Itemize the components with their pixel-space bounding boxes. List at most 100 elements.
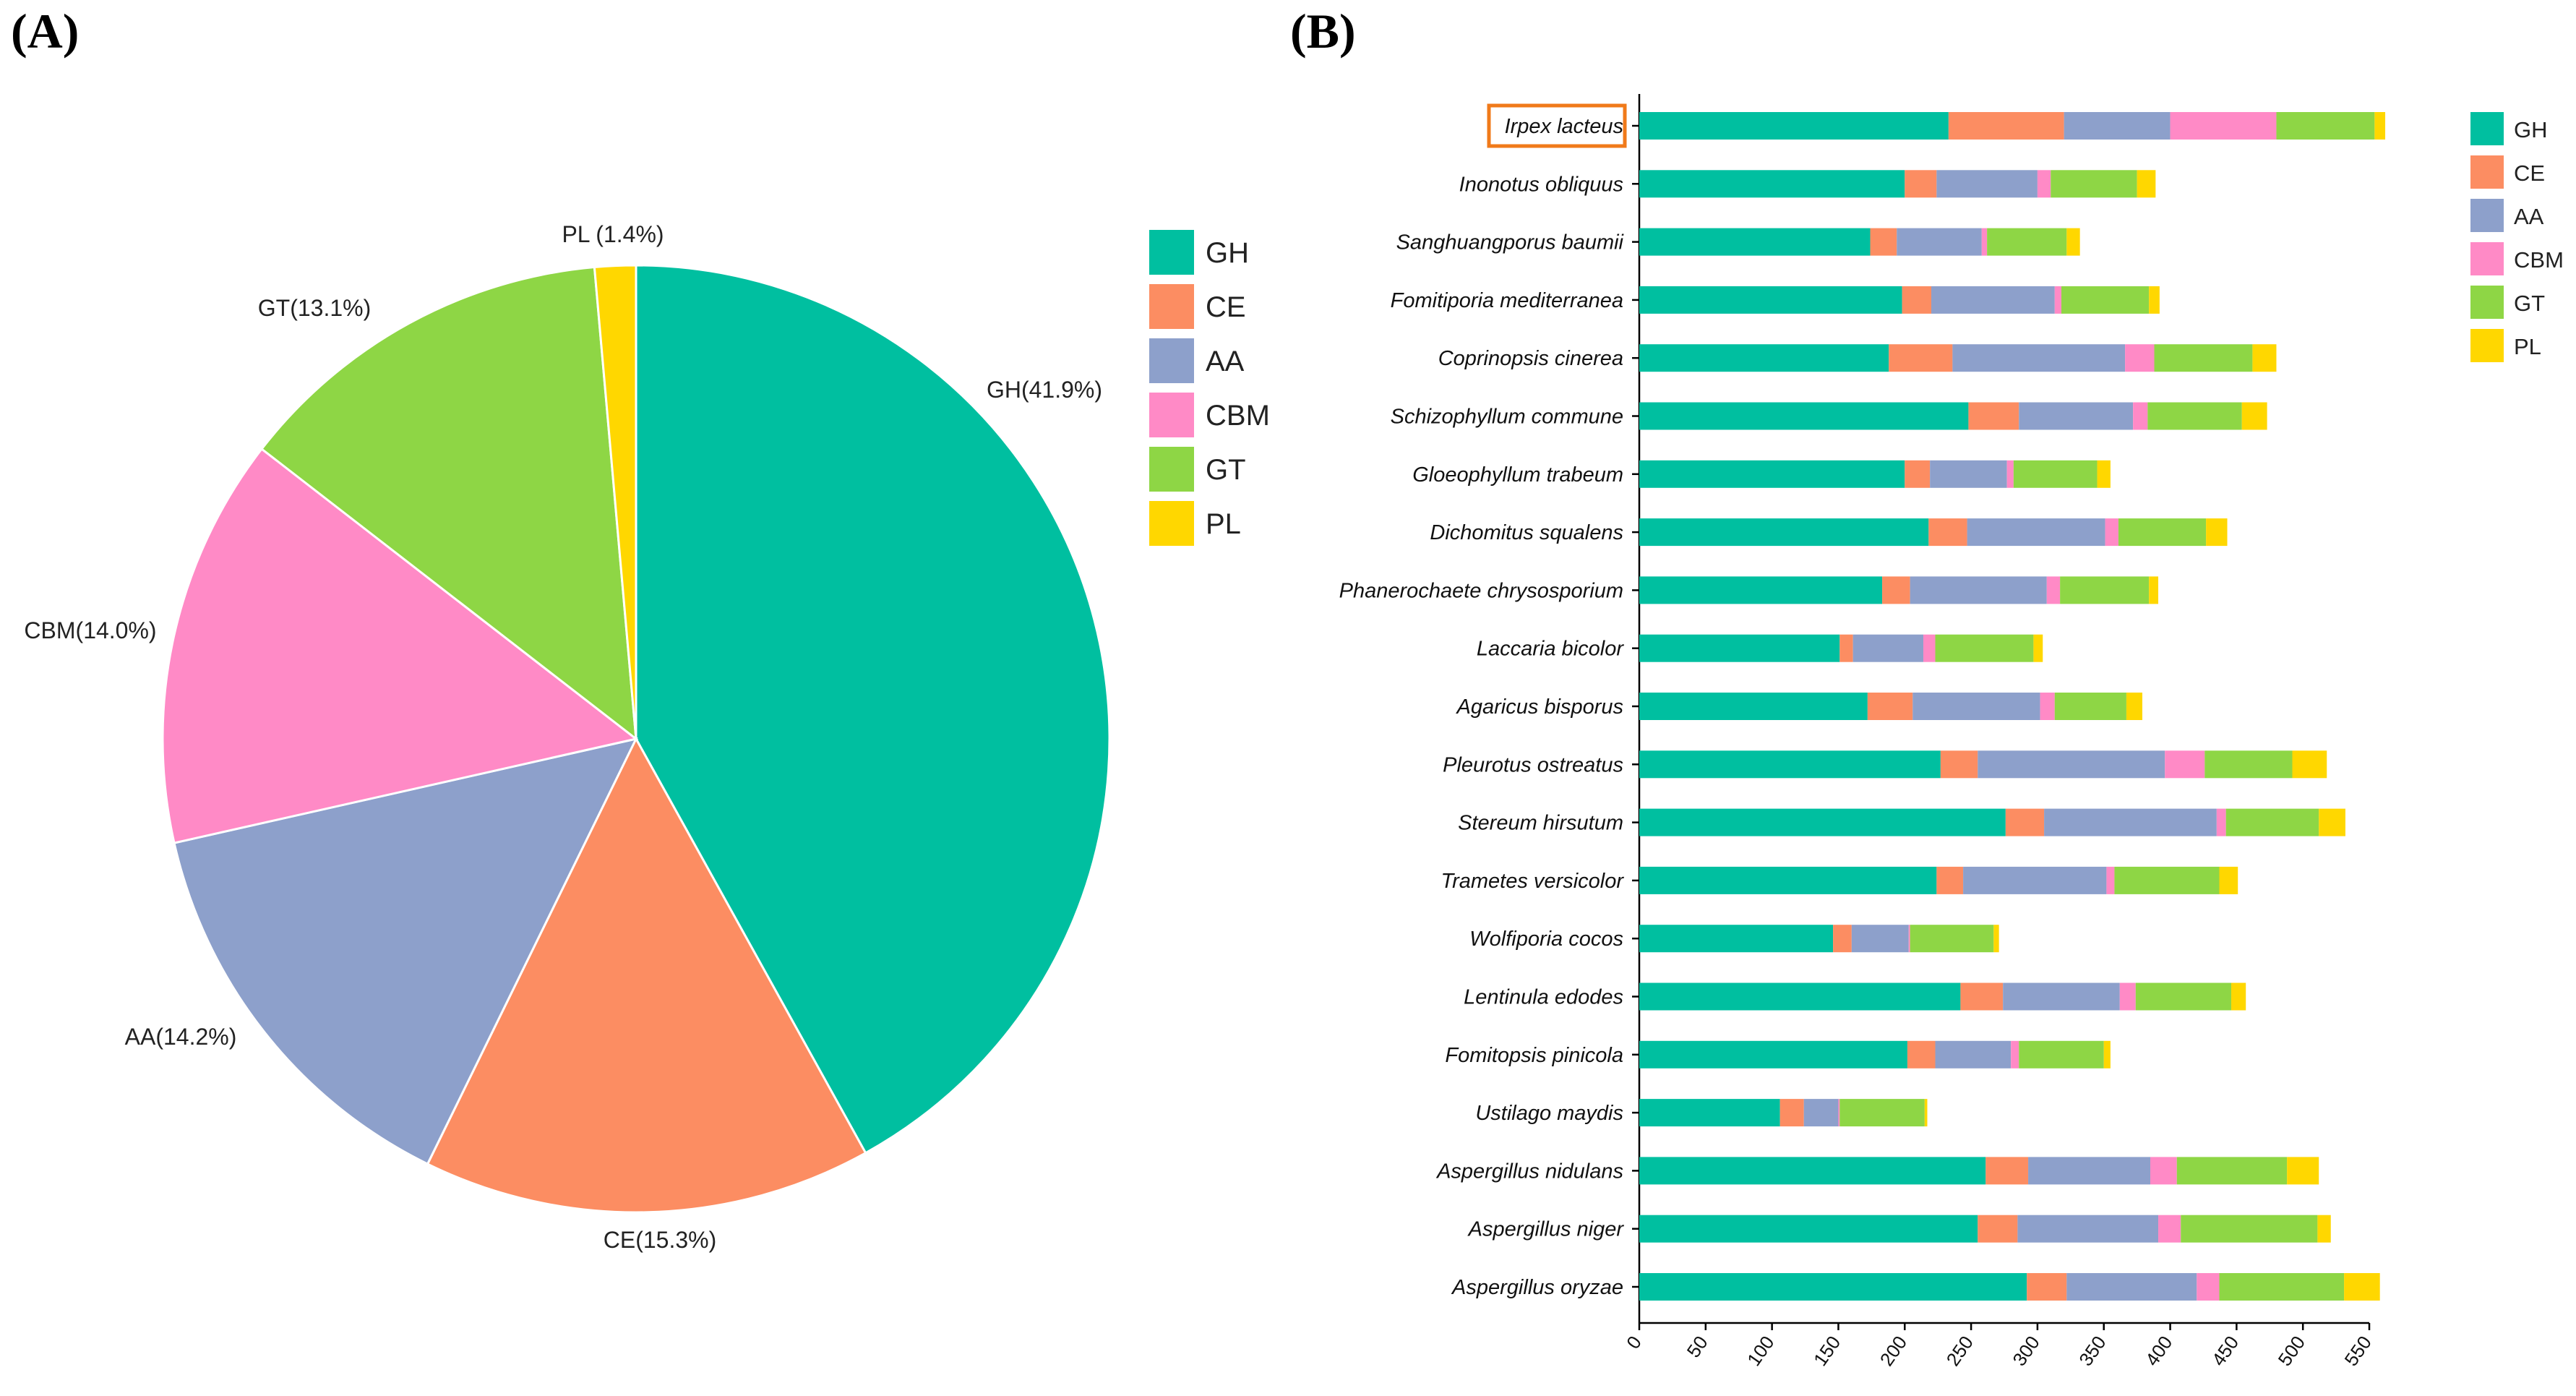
- bar-segment-trametes-versicolor-gh: [1639, 866, 1937, 894]
- bar-segment-aspergillus-oryzae-cbm: [2197, 1273, 2220, 1301]
- highlight-box-irpex-lacteus: [1487, 103, 1627, 148]
- bar-legend-label-cbm: CBM: [2514, 247, 2564, 273]
- bar-legend: GH CE AA CBM GT PL: [2470, 112, 2564, 362]
- pie-slice-gt: [259, 265, 637, 742]
- pie-legend-label-pl: PL: [1206, 508, 1241, 540]
- bar-legend-label-gh: GH: [2514, 117, 2548, 142]
- bar-segment-coprinopsis-cinerea-ce: [1889, 344, 1953, 372]
- bar-segment-laccaria-bicolor-ce: [1839, 634, 1853, 662]
- bar-segment-fomitopsis-pinicola-gt: [2019, 1040, 2104, 1069]
- bar-segment-phanerochaete-chrysosporium-aa: [1910, 576, 2047, 604]
- bar-segment-laccaria-bicolor-pl: [2033, 634, 2043, 662]
- bar-segment-aspergillus-oryzae-gh: [1639, 1273, 2027, 1301]
- pie-legend-swatch-gt: [1149, 447, 1194, 492]
- x-tick-label: 50: [1683, 1332, 1712, 1361]
- bar-segment-wolfiporia-cocos-ce: [1833, 925, 1852, 953]
- bar-segment-fomitopsis-pinicola-aa: [1935, 1040, 2012, 1069]
- pie-legend-label-aa: AA: [1206, 346, 1245, 377]
- category-label-fomitiporia-mediterranea: Fomitiporia mediterranea: [1391, 289, 1623, 312]
- bar-segment-ustilago-maydis-gt: [1839, 1099, 1925, 1127]
- bar-segment-wolfiporia-cocos-cbm: [1908, 925, 1910, 953]
- pie-legend-swatch-pl: [1149, 501, 1194, 546]
- bar-legend-label-aa: AA: [2514, 204, 2544, 229]
- bar-segment-sanghuangporus-baumii-gt: [1987, 228, 2067, 256]
- pie-legend-label-gh: GH: [1206, 237, 1249, 269]
- bar-segment-aspergillus-oryzae-aa: [2066, 1273, 2197, 1301]
- bar-segment-aspergillus-oryzae-ce: [2027, 1273, 2067, 1301]
- bar-segment-ustilago-maydis-aa: [1803, 1099, 1839, 1127]
- bar-segment-agaricus-bisporus-aa: [1912, 693, 2040, 720]
- bar-segment-aspergillus-oryzae-gt: [2219, 1273, 2345, 1301]
- pie-label-pl: PL (1.4%): [562, 221, 664, 247]
- bar-segment-coprinopsis-cinerea-pl: [2252, 344, 2277, 372]
- pie-label-cbm: CBM(14.0%): [24, 617, 156, 643]
- bar-segment-pleurotus-ostreatus-gh: [1639, 750, 1941, 779]
- bar-segment-gloeophyllum-trabeum-cbm: [2006, 460, 2014, 488]
- category-label-ustilago-maydis: Ustilago maydis: [1475, 1102, 1623, 1125]
- category-label-coprinopsis-cinerea: Coprinopsis cinerea: [1438, 347, 1623, 370]
- bar-segment-sanghuangporus-baumii-gh: [1639, 228, 1871, 256]
- category-label-sanghuangporus-baumii: Sanghuangporus baumii: [1396, 231, 1625, 254]
- bar-segment-inonotus-obliquus-ce: [1905, 170, 1937, 198]
- bar-segment-trametes-versicolor-ce: [1936, 866, 1964, 894]
- bar-segment-lentinula-edodes-cbm: [2119, 982, 2136, 1011]
- bar-segment-fomitopsis-pinicola-pl: [2103, 1040, 2111, 1069]
- category-label-pleurotus-ostreatus: Pleurotus ostreatus: [1443, 753, 1623, 776]
- x-tick-label: 300: [2008, 1332, 2043, 1370]
- bar-segment-schizophyllum-commune-gh: [1639, 402, 1969, 430]
- bar-segment-phanerochaete-chrysosporium-gh: [1639, 576, 1883, 604]
- bar-segment-stereum-hirsutum-ce: [2005, 808, 2045, 836]
- pie-chart: GH(41.9%) CE(15.3%) AA(14.2%) CBM(14.0%) GT(…: [24, 221, 1111, 1253]
- bar-segment-agaricus-bisporus-gh: [1639, 693, 1868, 720]
- bar-segment-irpex-lacteus-ce: [1948, 112, 2064, 140]
- bar-segment-phanerochaete-chrysosporium-cbm: [2046, 576, 2061, 604]
- bar-segment-inonotus-obliquus-gt: [2051, 170, 2137, 198]
- pie-legend-label-ce: CE: [1206, 291, 1246, 323]
- bar-segment-fomitiporia-mediterranea-pl: [2149, 286, 2160, 314]
- bar-segment-pleurotus-ostreatus-cbm: [2165, 750, 2205, 779]
- category-label-lentinula-edodes: Lentinula edodes: [1464, 986, 1623, 1009]
- bar-segment-aspergillus-nidulans-ce: [1985, 1157, 2029, 1185]
- bar-segment-aspergillus-nidulans-aa: [2028, 1157, 2150, 1185]
- bar-segment-aspergillus-niger-pl: [2317, 1215, 2331, 1243]
- pie-legend-swatch-ce: [1149, 284, 1194, 329]
- category-label-laccaria-bicolor: Laccaria bicolor: [1477, 638, 1624, 661]
- bar-segment-trametes-versicolor-pl: [2219, 866, 2238, 894]
- category-label-irpex-lacteus: Irpex lacteus: [1505, 115, 1623, 138]
- bar-segment-ustilago-maydis-cbm: [1838, 1099, 1840, 1127]
- bar-segment-dichomitus-squalens-gt: [2118, 518, 2207, 547]
- category-label-agaricus-bisporus: Agaricus bisporus: [1456, 695, 1624, 719]
- category-label-aspergillus-niger: Aspergillus niger: [1467, 1218, 1625, 1241]
- panel-b-label: (B): [1290, 4, 1356, 59]
- bar-segment-irpex-lacteus-gh: [1639, 112, 1949, 140]
- bar-segment-pleurotus-ostreatus-pl: [2292, 750, 2327, 779]
- category-label-phanerochaete-chrysosporium: Phanerochaete chrysosporium: [1339, 579, 1623, 602]
- bar-segment-aspergillus-nidulans-cbm: [2150, 1157, 2177, 1185]
- bar-segment-coprinopsis-cinerea-aa: [1952, 344, 2126, 372]
- bar-segment-laccaria-bicolor-aa: [1852, 634, 1923, 662]
- pie-legend-label-gt: GT: [1206, 454, 1246, 486]
- x-tick-label: 250: [1942, 1332, 1978, 1370]
- bar-legend-swatch-gh: [2470, 112, 2504, 145]
- category-label-trametes-versicolor: Trametes versicolor: [1441, 870, 1625, 893]
- bar-segment-pleurotus-ostreatus-aa: [1978, 750, 2165, 779]
- bar-segment-ustilago-maydis-ce: [1779, 1099, 1804, 1127]
- x-tick-label: 500: [2274, 1332, 2309, 1370]
- bar-segment-agaricus-bisporus-ce: [1867, 693, 1913, 720]
- pie-label-gh: GH(41.9%): [987, 377, 1102, 403]
- bar-segment-dichomitus-squalens-aa: [1967, 518, 2105, 547]
- bar-segment-gloeophyllum-trabeum-aa: [1930, 460, 2007, 488]
- bar-segment-fomitiporia-mediterranea-gh: [1639, 286, 1902, 314]
- x-tick-label: 150: [1809, 1332, 1845, 1370]
- bar-segment-gloeophyllum-trabeum-gh: [1639, 460, 1905, 488]
- bar-segment-aspergillus-oryzae-pl: [2344, 1273, 2380, 1301]
- bar-segment-gloeophyllum-trabeum-ce: [1905, 460, 1931, 488]
- bar-segment-trametes-versicolor-gt: [2114, 866, 2220, 894]
- bar-segment-dichomitus-squalens-pl: [2206, 518, 2228, 547]
- bar-legend-swatch-aa: [2470, 199, 2504, 232]
- bar-segment-irpex-lacteus-pl: [2374, 112, 2386, 140]
- bar-segment-fomitiporia-mediterranea-gt: [2061, 286, 2150, 314]
- bar-segment-coprinopsis-cinerea-gh: [1639, 344, 1889, 372]
- pie-legend-swatch-cbm: [1149, 393, 1194, 437]
